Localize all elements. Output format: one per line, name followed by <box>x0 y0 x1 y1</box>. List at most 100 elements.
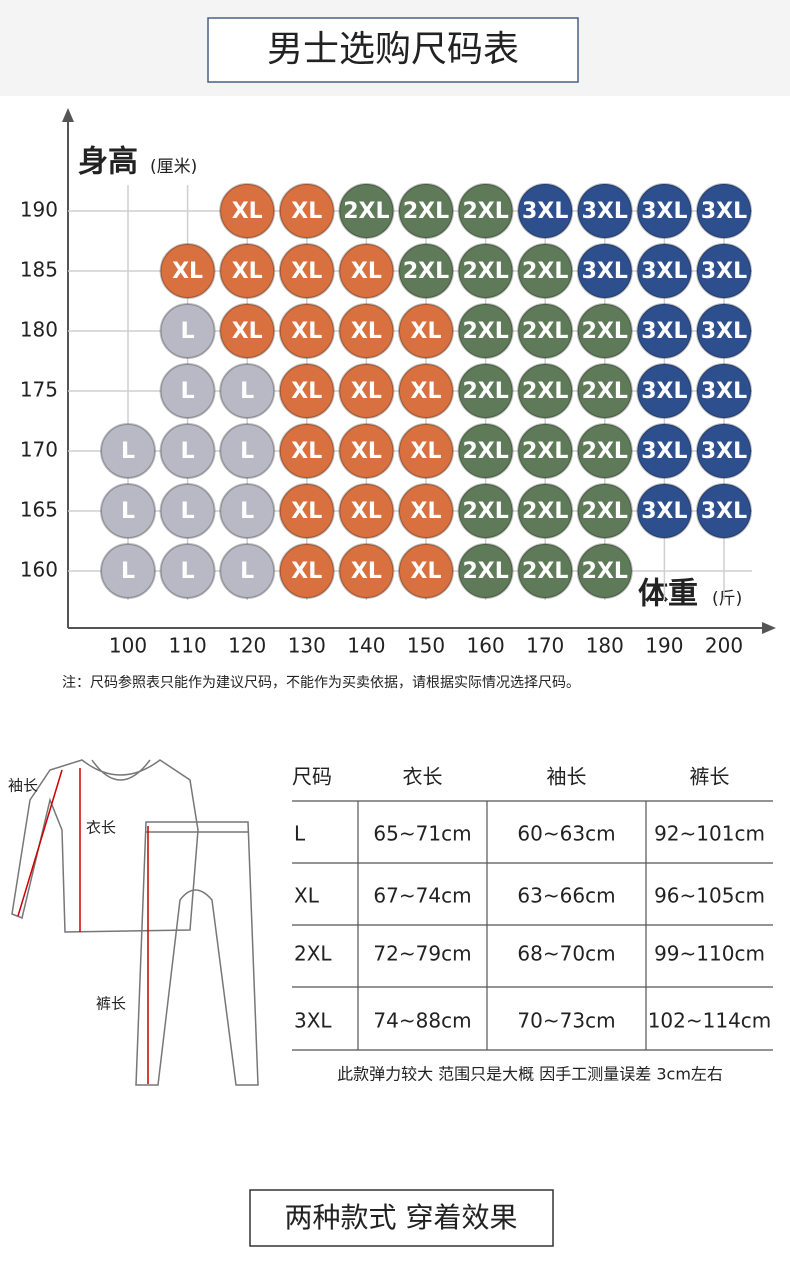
table-cell: 92~101cm <box>654 822 765 846</box>
size-label: 2XL <box>462 559 508 584</box>
x-arrow <box>762 622 776 634</box>
size-circle <box>696 423 752 479</box>
pants <box>135 821 259 1086</box>
pants-label: 裤长 <box>96 995 126 1013</box>
x-tick-label: 110 <box>169 634 207 658</box>
size-circle <box>398 423 454 479</box>
x-tick-label: 190 <box>645 634 683 658</box>
table-cell: L <box>294 822 306 846</box>
x-tick-label: 100 <box>109 634 147 658</box>
size-circle <box>636 423 693 479</box>
size-circle <box>576 183 633 239</box>
size-circle <box>457 303 514 359</box>
size-label: 2XL <box>462 199 508 224</box>
size-label: 2XL <box>462 499 508 524</box>
x-tick-label: 120 <box>228 634 266 658</box>
size-circle <box>398 543 454 599</box>
size-label: 2XL <box>522 499 568 524</box>
size-label: 2XL <box>582 319 628 344</box>
size-label: 3XL <box>641 199 687 224</box>
size-circle <box>219 483 276 539</box>
size-circle <box>398 363 454 419</box>
size-circle <box>100 543 156 599</box>
size-table: 尺码 衣长 袖长 裤长 L 65~71cm 60~63cm 92~101cm XL 67~74cm… <box>292 765 773 1051</box>
size-label: 3XL <box>582 199 628 224</box>
size-circle <box>696 243 752 299</box>
size-label: 2XL <box>522 559 568 584</box>
size-circle <box>338 363 395 419</box>
size-label: 2XL <box>522 379 568 404</box>
size-circle <box>278 423 335 479</box>
size-label: 2XL <box>462 379 508 404</box>
size-label: 2XL <box>582 499 628 524</box>
size-circle <box>457 543 514 599</box>
size-label: XL <box>351 259 382 284</box>
size-circle <box>576 543 633 599</box>
size-label: 3XL <box>701 499 747 524</box>
size-label: XL <box>172 259 203 284</box>
x-tick-label: 130 <box>288 634 326 658</box>
size-circle <box>576 243 633 299</box>
size-circle <box>159 363 216 419</box>
size-label: 2XL <box>582 559 628 584</box>
size-circle <box>517 183 574 239</box>
y-tick-label: 165 <box>20 498 58 522</box>
y-tick-label: 185 <box>20 258 58 282</box>
x-label: 体重 <box>638 577 698 612</box>
size-circle <box>338 423 395 479</box>
x-tick-label: 150 <box>407 634 445 658</box>
table-cell: 68~70cm <box>517 942 615 966</box>
table-cell: XL <box>294 884 320 908</box>
size-circle <box>457 363 514 419</box>
footer-box <box>249 1189 554 1247</box>
shirt <box>11 759 199 933</box>
size-circle <box>338 543 395 599</box>
size-circle <box>219 543 276 599</box>
top-label: 衣长 <box>86 819 116 837</box>
table-cell: 70~73cm <box>517 1009 615 1033</box>
sleeve-label: 袖长 <box>8 777 38 795</box>
size-label: 2XL <box>582 379 628 404</box>
size-label: 2XL <box>462 259 508 284</box>
y-tick-label: 175 <box>20 378 58 402</box>
size-circle <box>398 243 454 299</box>
size-label: 2XL <box>522 319 568 344</box>
table-cell: 3XL <box>294 1009 332 1033</box>
size-label: XL <box>411 439 442 464</box>
y-unit: (厘米) <box>150 157 197 177</box>
size-circle <box>636 243 693 299</box>
x-tick-label: 160 <box>467 634 505 658</box>
size-circle <box>457 243 514 299</box>
size-circle <box>398 183 454 239</box>
y-tick-label: 190 <box>20 198 58 222</box>
x-unit: (斤) <box>712 589 742 609</box>
size-circle <box>576 303 633 359</box>
size-circle <box>517 303 574 359</box>
size-label: XL <box>291 319 322 344</box>
y-tick-label: 180 <box>20 318 58 342</box>
size-circle <box>457 483 514 539</box>
size-circle <box>636 483 693 539</box>
size-circle <box>100 423 156 479</box>
size-label: XL <box>351 439 382 464</box>
table-note: 此款弹力较大 范围只是大概 因手工测量误差 3cm左右 <box>337 1065 723 1084</box>
size-label: 3XL <box>701 199 747 224</box>
size-circle <box>219 423 276 479</box>
size-circle <box>219 363 276 419</box>
size-chart: 身高 (厘米) 体重 (斤) 190 185 180 175 170 165 160 100 1… <box>20 108 776 658</box>
size-circle <box>278 243 335 299</box>
size-label: XL <box>291 259 322 284</box>
size-circle <box>398 483 454 539</box>
x-tick-label: 200 <box>705 634 743 658</box>
size-circle <box>636 183 693 239</box>
table-header: 裤长 <box>690 765 730 789</box>
table-cell: 60~63cm <box>517 822 615 846</box>
size-circle <box>338 243 395 299</box>
size-circle <box>576 483 633 539</box>
size-circle <box>576 423 633 479</box>
size-label: 3XL <box>701 439 747 464</box>
size-circle <box>338 483 395 539</box>
size-label: XL <box>351 499 382 524</box>
size-label: XL <box>411 499 442 524</box>
size-label: L <box>181 439 195 464</box>
